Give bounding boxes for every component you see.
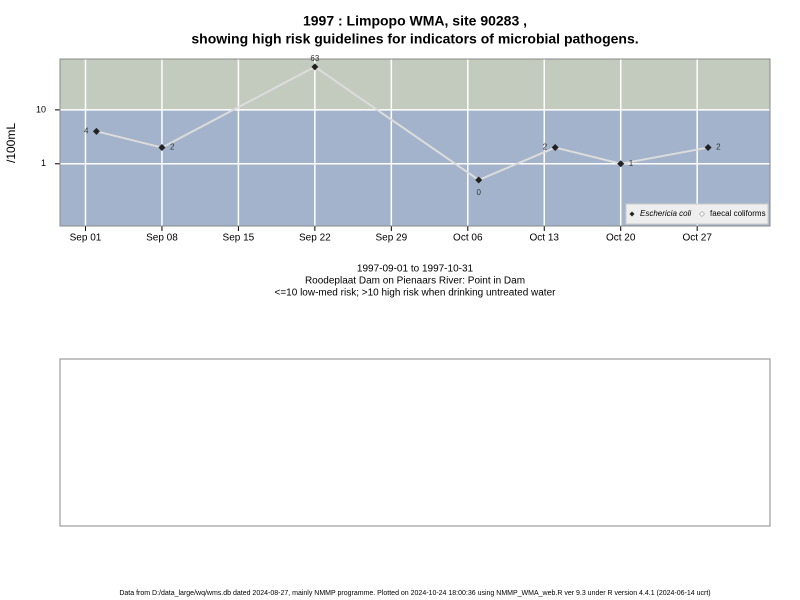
legend-box <box>625 203 769 225</box>
point <box>475 176 483 184</box>
data-label: 1 <box>629 159 634 168</box>
x-tick-label: Oct 27 <box>682 233 712 244</box>
y-axis-label: /100mL <box>4 123 18 163</box>
data-label: 2 <box>543 143 548 152</box>
y-tick-label: 10 <box>36 104 46 114</box>
note: <=10 low-med risk; >10 high risk when dr… <box>275 288 557 299</box>
legend-symbol <box>699 211 705 217</box>
legend-label: Eschericia coli <box>640 209 691 218</box>
point <box>617 160 625 168</box>
data-label: 4 <box>84 126 89 135</box>
data-label: 2 <box>716 143 721 152</box>
data-label: 2 <box>170 143 175 152</box>
point <box>92 127 100 135</box>
note: 1997-09-01 to 1997-10-31 <box>357 264 474 275</box>
x-tick-label: Sep 08 <box>146 233 178 244</box>
x-tick-label: Oct 13 <box>530 233 560 244</box>
high-risk-band <box>60 59 770 110</box>
point <box>158 144 166 152</box>
x-tick-label: Sep 22 <box>299 233 331 244</box>
point <box>551 144 559 152</box>
x-tick-label: Sep 01 <box>70 233 102 244</box>
chart-subtitle: showing high risk guidelines for indicat… <box>191 31 638 47</box>
legend-symbol <box>629 211 635 217</box>
legend-label: faecal coliforms <box>710 209 766 218</box>
x-tick-label: Oct 20 <box>606 233 636 244</box>
footer: Data from D:/data_large/wq/wms.db dated … <box>119 590 710 597</box>
chart-title: 1997 : Limpopo WMA, site 90283 , <box>303 13 527 29</box>
plot-frame <box>59 58 771 227</box>
x-tick-label: Sep 15 <box>223 233 255 244</box>
x-tick-label: Sep 29 <box>375 233 407 244</box>
x-tick-label: Oct 06 <box>453 233 483 244</box>
data-label: 63 <box>310 54 319 63</box>
point <box>704 144 712 152</box>
empty-panel <box>59 358 771 527</box>
y-tick-label: 1 <box>41 158 46 168</box>
note: Roodeplaat Dam on Pienaars River: Point … <box>305 276 525 287</box>
point <box>311 63 319 71</box>
data-label: 0 <box>476 188 481 197</box>
